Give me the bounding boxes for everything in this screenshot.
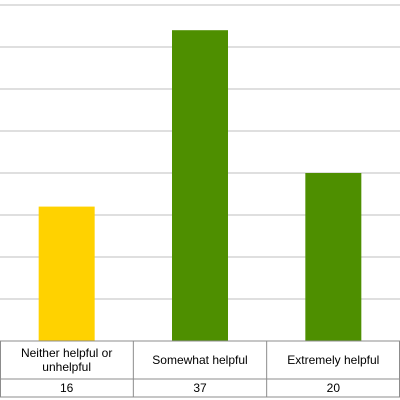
bar: [305, 173, 362, 341]
bar: [172, 30, 228, 341]
category-label-line: Extremely helpful: [287, 353, 379, 367]
bars: [38, 30, 362, 341]
bar: [38, 206, 95, 341]
category-label-line: Neither helpful or: [21, 346, 112, 360]
category-label: Neither helpful or unhelpful: [21, 346, 112, 374]
data-table: Neither helpful or unhelpful Somewhat help…: [0, 340, 400, 398]
category-label: Extremely helpful: [287, 353, 379, 367]
value-label: 16: [60, 381, 74, 395]
category-label-line: unhelpful: [42, 360, 91, 374]
category-label: Somewhat helpful: [152, 353, 247, 367]
value-label: 37: [193, 381, 207, 395]
category-label-line: Somewhat helpful: [152, 353, 247, 367]
value-label: 20: [327, 381, 341, 395]
